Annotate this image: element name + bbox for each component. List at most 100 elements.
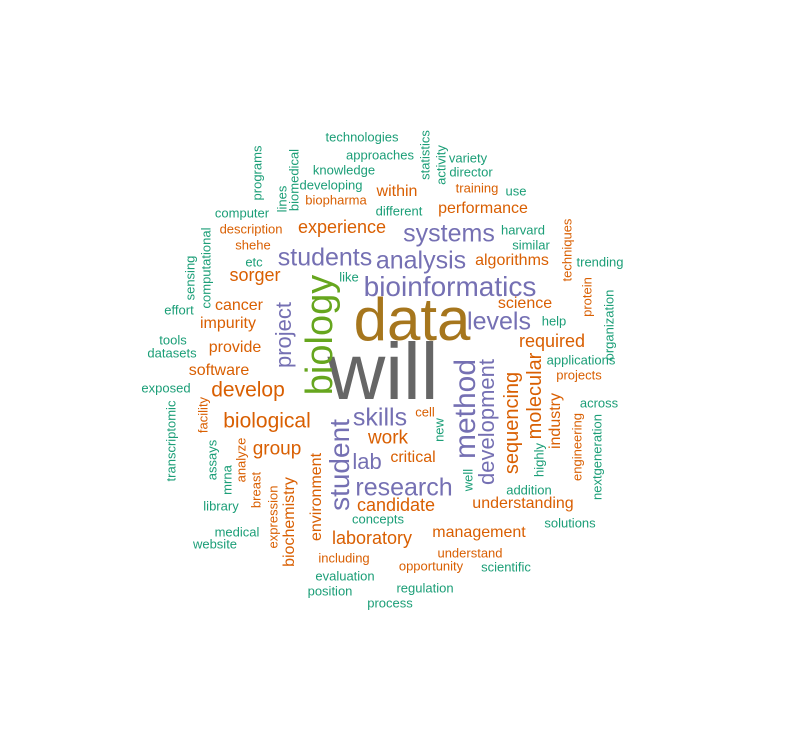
- word-position: position: [307, 583, 353, 599]
- word-including: including: [318, 550, 370, 566]
- word-candidate: candidate: [356, 495, 436, 515]
- word-etc: etc: [245, 254, 263, 270]
- word-mrna: mrna: [219, 465, 235, 495]
- word-biopharma: biopharma: [305, 192, 367, 208]
- word-statistics: statistics: [417, 130, 433, 180]
- word-student: student: [324, 419, 355, 511]
- word-critical: critical: [390, 449, 436, 466]
- word-biology: biology: [299, 274, 341, 396]
- word-software: software: [188, 362, 250, 379]
- word-director: director: [449, 164, 493, 180]
- word-engineering: engineering: [569, 413, 585, 481]
- word-management: management: [432, 524, 526, 541]
- word-training: training: [455, 180, 499, 196]
- word-datasets: datasets: [147, 345, 197, 361]
- word-use: use: [505, 183, 527, 199]
- word-sequencing: sequencing: [501, 371, 523, 475]
- word-technologies: technologies: [325, 129, 399, 145]
- word-experience: experience: [297, 217, 387, 237]
- word-sensing: sensing: [182, 255, 198, 301]
- word-solutions: solutions: [544, 515, 596, 531]
- word-required: required: [518, 331, 586, 351]
- word-transcriptomic: transcriptomic: [163, 400, 179, 482]
- word-sorger: sorger: [229, 265, 281, 285]
- word-environment: environment: [308, 452, 325, 542]
- word-will: will: [327, 327, 439, 416]
- word-harvard: harvard: [500, 222, 546, 238]
- word-evaluation: evaluation: [315, 568, 375, 584]
- word-provide: provide: [208, 339, 262, 356]
- word-work: work: [367, 427, 409, 449]
- word-skills: skills: [352, 403, 408, 432]
- word-breast: breast: [248, 471, 264, 509]
- word-systems: systems: [403, 219, 495, 248]
- word-applications: applications: [546, 352, 616, 368]
- word-regulation: regulation: [396, 580, 454, 596]
- word-assays: assays: [204, 439, 220, 481]
- word-techniques: techniques: [559, 218, 575, 282]
- word-cell: cell: [415, 404, 435, 420]
- word-developing: developing: [299, 177, 363, 193]
- word-algorithms: algorithms: [475, 252, 549, 269]
- word-effort: effort: [164, 302, 194, 318]
- word-like: like: [339, 269, 359, 285]
- word-levels: levels: [467, 307, 531, 336]
- word-activity: activity: [433, 145, 449, 185]
- word-computer: computer: [214, 205, 270, 221]
- word-different: different: [375, 203, 423, 219]
- word-students: students: [277, 243, 373, 272]
- word-biochemistry: biochemistry: [281, 477, 298, 567]
- word-scientific: scientific: [481, 559, 531, 575]
- word-facility: facility: [195, 396, 211, 434]
- word-library: library: [203, 498, 239, 514]
- word-industry: industry: [547, 392, 564, 450]
- word-data: data: [353, 286, 471, 353]
- word-trending: trending: [576, 254, 624, 270]
- word-project: project: [271, 301, 296, 369]
- word-across: across: [579, 395, 619, 411]
- word-science: science: [497, 295, 553, 312]
- word-understanding: understanding: [472, 495, 574, 512]
- word-computational: computational: [198, 227, 214, 309]
- word-cancer: cancer: [214, 297, 264, 314]
- word-group: group: [252, 438, 302, 460]
- word-analysis: analysis: [375, 246, 467, 275]
- word-programs: programs: [249, 145, 265, 201]
- word-medical: medical: [214, 524, 260, 540]
- word-understand: understand: [437, 545, 503, 561]
- word-biological: biological: [223, 409, 311, 433]
- word-similar: similar: [512, 237, 550, 253]
- word-concepts: concepts: [351, 511, 405, 527]
- word-process: process: [367, 595, 413, 611]
- word-variety: variety: [448, 150, 488, 166]
- word-new: new: [431, 418, 447, 442]
- word-performance: performance: [438, 200, 528, 217]
- word-exposed: exposed: [141, 380, 191, 396]
- word-well: well: [460, 468, 476, 492]
- word-addition: addition: [506, 482, 552, 498]
- word-biomedical: biomedical: [286, 148, 302, 212]
- word-bioinformatics: bioinformatics: [363, 271, 537, 302]
- word-laboratory: laboratory: [331, 528, 413, 548]
- word-tools: tools: [159, 332, 187, 348]
- word-expression: expression: [265, 485, 281, 549]
- word-website: website: [192, 536, 238, 552]
- word-analyze: analyze: [233, 437, 249, 483]
- word-development: development: [474, 359, 499, 485]
- word-molecular: molecular: [524, 352, 546, 440]
- word-impurity: impurity: [199, 315, 257, 332]
- word-develop: develop: [211, 378, 285, 402]
- word-protein: protein: [579, 277, 595, 317]
- word-projects: projects: [556, 367, 602, 383]
- word-research: research: [355, 473, 453, 502]
- word-help: help: [541, 313, 567, 329]
- word-highly: highly: [531, 443, 547, 477]
- word-opportunity: opportunity: [398, 558, 464, 574]
- word-description: description: [219, 221, 283, 237]
- word-nextgeneration: nextgeneration: [589, 413, 605, 501]
- word-approaches: approaches: [346, 147, 414, 163]
- word-organization: organization: [601, 289, 617, 361]
- word-within: within: [376, 183, 418, 200]
- word-lab: lab: [352, 449, 382, 474]
